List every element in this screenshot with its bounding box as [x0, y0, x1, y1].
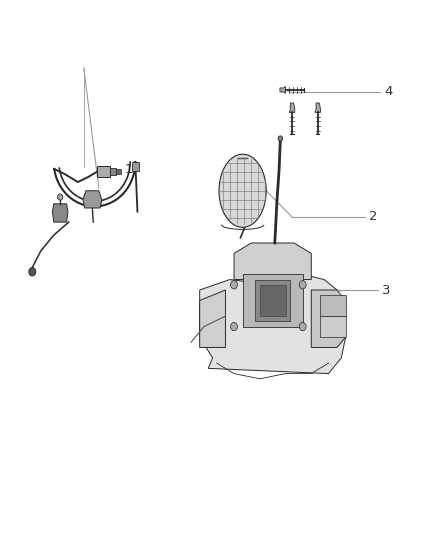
Polygon shape: [219, 154, 266, 227]
Bar: [110, 168, 117, 175]
Bar: [320, 316, 346, 337]
Polygon shape: [83, 191, 102, 208]
Circle shape: [299, 280, 306, 289]
Text: 3: 3: [382, 284, 391, 296]
Bar: [320, 295, 346, 316]
Text: 2: 2: [369, 211, 378, 223]
Bar: [260, 285, 286, 316]
Polygon shape: [311, 290, 346, 348]
Polygon shape: [200, 274, 346, 374]
Bar: [97, 166, 110, 177]
Polygon shape: [280, 86, 286, 93]
Circle shape: [278, 136, 283, 141]
Text: 1: 1: [124, 164, 133, 176]
Circle shape: [29, 268, 36, 276]
Text: 4: 4: [384, 85, 392, 98]
Polygon shape: [200, 290, 226, 348]
Polygon shape: [234, 243, 311, 280]
Polygon shape: [315, 103, 321, 112]
Bar: [243, 274, 303, 327]
Circle shape: [230, 322, 237, 331]
Polygon shape: [289, 103, 295, 112]
Circle shape: [230, 280, 237, 289]
Circle shape: [299, 322, 306, 331]
Bar: [132, 163, 138, 171]
Polygon shape: [53, 204, 68, 222]
Bar: [117, 169, 121, 174]
Bar: [255, 280, 290, 321]
Circle shape: [58, 194, 63, 200]
